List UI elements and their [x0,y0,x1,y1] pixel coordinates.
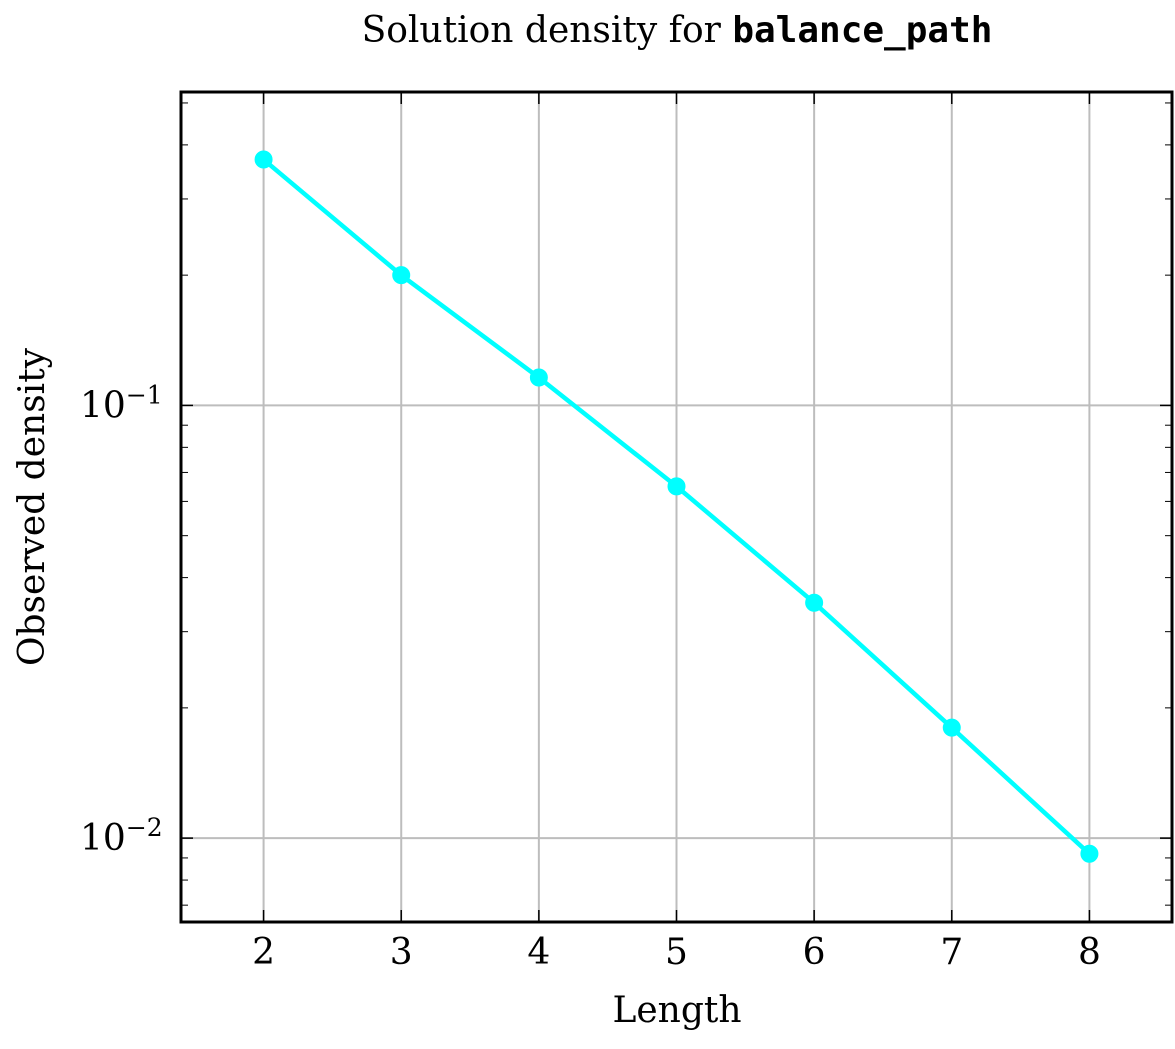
plot-frame [179,90,1174,924]
data-point [529,368,548,387]
data-point [667,477,686,496]
y-tick-label-exponent: −2 [126,813,163,842]
chart-title: Solution density for balance_path [362,10,993,51]
x-tick-label: 7 [940,932,963,973]
chart-title-prefix: Solution density for [362,10,733,51]
minor-ticks [181,92,1172,922]
data-point [1080,844,1099,863]
y-tick-label-base: 10 [80,385,126,426]
chart-title-code: balance_path [732,10,992,51]
y-tick-label: 10−2 [80,813,163,859]
x-tick-label: 5 [665,932,688,973]
data-point [805,593,824,612]
data-point [392,266,411,285]
series-layer [254,150,1099,863]
x-tick-label: 6 [803,932,826,973]
y-tick-label-exponent: −1 [126,380,163,409]
data-point [254,150,273,169]
data-point [942,718,961,737]
x-tick-label: 3 [390,932,413,973]
x-tick-labels: 2 3 4 5 6 7 8 [252,932,1101,973]
x-tick-label: 2 [252,932,275,973]
y-axis-label: Observed density [12,347,53,666]
y-tick-label: 10−1 [80,380,163,426]
x-tick-label: 8 [1078,932,1101,973]
x-axis-label: Length [612,990,741,1031]
y-tick-label-base: 10 [80,818,126,859]
y-tick-labels: 10−110−2 [80,380,163,859]
grid-lines [181,92,1172,922]
x-tick-label: 4 [527,932,550,973]
